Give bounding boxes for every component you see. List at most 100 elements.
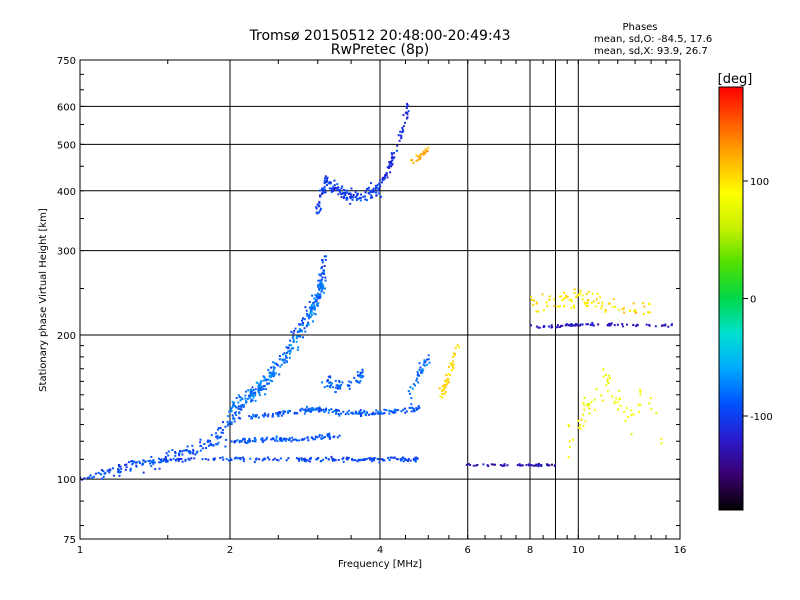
data-point	[442, 388, 445, 391]
data-point	[350, 193, 353, 196]
data-point	[319, 281, 322, 284]
data-point	[379, 179, 382, 182]
data-point	[171, 449, 174, 452]
data-point	[328, 381, 331, 384]
data-point	[415, 154, 418, 157]
data-point	[561, 324, 564, 327]
data-point	[553, 465, 556, 467]
data-point	[547, 325, 550, 328]
data-point	[322, 190, 325, 193]
data-point	[444, 390, 447, 393]
data-point	[295, 335, 298, 338]
data-point	[246, 397, 249, 400]
data-point	[487, 465, 490, 468]
data-point	[601, 399, 604, 402]
data-point	[288, 352, 291, 355]
data-point	[402, 460, 405, 463]
data-point	[326, 380, 329, 383]
data-point	[244, 441, 246, 444]
data-point	[317, 284, 320, 287]
data-point	[560, 324, 563, 327]
data-point	[277, 415, 280, 418]
data-point	[201, 458, 204, 461]
data-point	[324, 191, 327, 194]
data-point	[369, 456, 372, 459]
data-point	[404, 111, 407, 114]
data-point	[292, 339, 295, 341]
data-point	[290, 330, 293, 333]
data-point	[80, 476, 82, 479]
data-point	[286, 347, 289, 350]
data-point	[418, 368, 421, 371]
data-point	[323, 436, 326, 438]
data-point	[242, 405, 245, 408]
data-point	[351, 198, 354, 201]
data-point	[617, 408, 619, 411]
data-point	[356, 193, 359, 196]
data-point	[249, 389, 252, 392]
data-point	[633, 310, 636, 313]
data-point	[251, 440, 254, 443]
data-point	[237, 401, 240, 404]
data-point	[318, 287, 321, 290]
chart-subtitle: RwPretec (8p)	[331, 42, 429, 58]
data-point	[374, 191, 377, 194]
data-point	[585, 302, 588, 305]
data-point	[235, 414, 238, 417]
data-point	[217, 441, 220, 444]
data-point	[408, 392, 411, 395]
data-point	[336, 183, 339, 186]
data-point	[363, 459, 366, 461]
data-point	[271, 374, 274, 377]
data-point	[282, 438, 285, 441]
data-point	[263, 439, 266, 442]
data-point	[242, 458, 245, 461]
data-point	[372, 189, 374, 192]
data-point	[601, 304, 604, 307]
data-point	[427, 354, 430, 357]
data-point	[318, 202, 321, 205]
data-point	[272, 361, 275, 364]
data-point	[386, 166, 389, 169]
data-point	[591, 322, 594, 325]
data-point	[343, 189, 345, 191]
data-point	[245, 390, 247, 393]
data-point	[318, 200, 321, 203]
data-point	[317, 304, 319, 307]
data-point	[237, 407, 240, 410]
data-point	[366, 187, 368, 190]
data-point	[630, 409, 633, 412]
data-point	[301, 321, 304, 324]
data-point	[324, 276, 327, 279]
data-point	[664, 324, 667, 327]
data-point	[103, 472, 106, 475]
data-point	[118, 465, 121, 468]
data-point	[320, 207, 322, 210]
data-point	[254, 458, 257, 461]
data-point	[252, 415, 255, 418]
data-point	[231, 414, 234, 417]
data-point	[305, 405, 308, 408]
data-point	[400, 458, 403, 461]
data-point	[312, 320, 314, 323]
data-point	[357, 197, 360, 200]
data-point	[375, 409, 378, 412]
data-point	[360, 458, 363, 461]
data-point	[581, 294, 584, 297]
data-point	[292, 438, 295, 441]
data-point	[439, 395, 442, 398]
data-point	[347, 385, 350, 387]
data-point	[359, 379, 362, 382]
data-point	[97, 471, 100, 474]
data-point	[551, 463, 553, 466]
data-point	[367, 191, 370, 194]
data-point	[108, 468, 111, 471]
data-point	[100, 469, 103, 471]
data-point	[288, 356, 291, 359]
data-point	[537, 464, 540, 467]
data-point	[300, 457, 303, 460]
data-point	[349, 202, 352, 205]
data-point	[322, 269, 325, 272]
data-point	[164, 457, 167, 460]
data-point	[238, 408, 241, 411]
